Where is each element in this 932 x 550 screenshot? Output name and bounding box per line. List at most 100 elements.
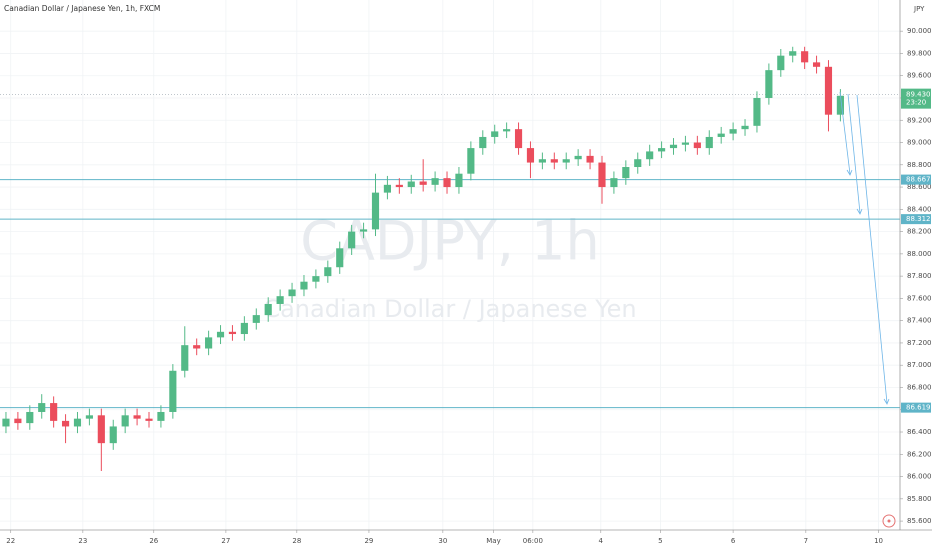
candle-body [812, 62, 821, 67]
arrow-head [856, 208, 863, 215]
countdown: 23:20 [906, 99, 926, 107]
y-tick-label: 89.800 [907, 49, 932, 57]
candle-body [252, 315, 260, 323]
level-box [901, 174, 931, 185]
candle-body [14, 418, 22, 424]
candle-body [348, 231, 356, 249]
candle-body [658, 148, 666, 152]
candle-body [634, 159, 642, 168]
candle-body [777, 55, 785, 71]
candle-body [669, 144, 678, 149]
candle-body [562, 159, 570, 163]
arrow [847, 93, 861, 214]
candle-body [789, 51, 797, 56]
level-label: 88.667 [906, 176, 931, 184]
candle-body [50, 403, 58, 421]
candle-body [574, 155, 582, 160]
candle-body [467, 148, 475, 174]
candle-body [228, 331, 237, 335]
candle-body [181, 345, 189, 371]
y-tick-label: 88.000 [907, 250, 932, 258]
x-tick-label: 28 [292, 537, 301, 545]
y-tick-label: 87.800 [907, 272, 932, 280]
candle-body [622, 167, 630, 179]
candle-body [85, 415, 93, 419]
level-label: 88.312 [906, 215, 931, 223]
y-tick-label: 85.600 [907, 517, 932, 525]
y-tick-label: 88.800 [907, 161, 932, 169]
candle-body [443, 178, 451, 188]
candle-body [824, 66, 833, 115]
candle-body [121, 415, 129, 427]
live-icon[interactable] [882, 514, 896, 528]
candle-body [109, 426, 117, 444]
level-box [901, 214, 931, 225]
candle-body [371, 192, 380, 230]
candle-body [324, 267, 332, 277]
y-tick-label: 87.600 [907, 294, 932, 302]
arrow-head [846, 169, 853, 176]
axes: 85.60085.80086.00086.20086.40086.60086.8… [6, 27, 931, 545]
x-tick-label: 23 [78, 537, 87, 545]
candle-body [300, 281, 308, 290]
candle-body [312, 276, 320, 282]
y-tick-label: 89.600 [907, 72, 932, 80]
y-tick-label: 86.400 [907, 428, 932, 436]
candle-body [538, 159, 546, 163]
x-tick-label: 30 [438, 537, 447, 545]
x-tick-label: 6 [731, 537, 736, 545]
y-tick-label: 86.200 [907, 450, 932, 458]
candle-body [491, 131, 499, 137]
candle-body [276, 296, 284, 304]
candle-body [646, 151, 654, 160]
y-tick-label: 90.000 [907, 27, 932, 35]
candle-body [407, 181, 415, 188]
watermark-name: Canadian Dollar / Japanese Yen [263, 295, 636, 323]
y-tick-label: 87.200 [907, 339, 932, 347]
candle-body [801, 51, 809, 63]
candle-body [705, 136, 713, 149]
candles [2, 46, 844, 471]
y-tick-label: 88.200 [907, 228, 932, 236]
y-tick-label: 89.200 [907, 116, 932, 124]
candle-body [419, 181, 427, 185]
x-tick-label: 06:00 [523, 537, 543, 545]
candle-body [753, 97, 761, 126]
x-tick-label: 26 [149, 537, 158, 545]
candle-body [610, 178, 618, 188]
last-price-box [901, 88, 931, 109]
currency: JPY [913, 5, 925, 13]
candle-body [383, 184, 391, 193]
y-tick-label: 85.800 [907, 495, 932, 503]
candle-body [681, 142, 690, 145]
grid [0, 0, 900, 530]
candle-body [288, 289, 296, 297]
candle-body [97, 415, 105, 444]
x-tick-label: 7 [804, 537, 808, 545]
candle-body [264, 303, 272, 316]
candle-body [169, 370, 177, 412]
x-tick-label: May [486, 537, 500, 545]
candle-body [133, 415, 141, 419]
live-icon-dot [887, 519, 891, 523]
x-tick-label: 22 [6, 537, 15, 545]
candle-body [836, 95, 844, 115]
candle-body [26, 411, 34, 424]
candle-body [157, 411, 165, 421]
y-tick-label: 88.600 [907, 183, 932, 191]
candle-body [526, 148, 535, 163]
levels [0, 94, 900, 409]
y-tick-label: 86.800 [907, 383, 932, 391]
x-tick-label: 10 [874, 537, 883, 545]
arrow [839, 91, 851, 175]
y-tick-label: 89.000 [907, 139, 932, 147]
arrow-head [883, 398, 890, 405]
chart-title: Canadian Dollar / Japanese Yen, 1h, FXCM [4, 4, 160, 13]
candle-body [395, 184, 403, 188]
arrow [856, 94, 888, 404]
candle-body [193, 345, 201, 349]
candle-body [455, 173, 463, 188]
candle-body [145, 418, 153, 421]
